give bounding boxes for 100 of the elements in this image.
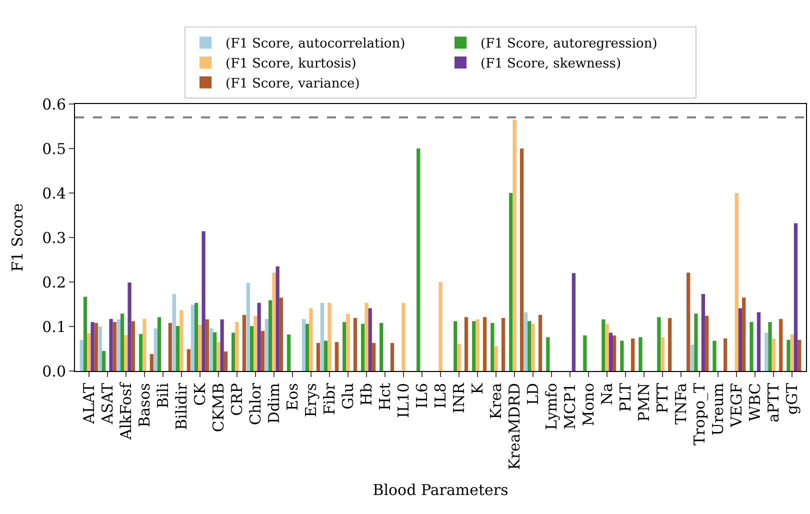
bar <box>254 316 258 371</box>
x-tick-label: aPTT <box>764 383 782 422</box>
bar <box>724 338 728 371</box>
bar <box>779 318 783 371</box>
bar <box>531 324 535 371</box>
bar <box>372 342 376 371</box>
bar <box>94 322 98 371</box>
bar <box>538 314 542 371</box>
bar <box>235 322 239 371</box>
x-axis-title: Blood Parameters <box>372 480 508 499</box>
x-tick-label: Lymfo <box>542 383 560 430</box>
bar <box>457 344 461 371</box>
x-tick-label: Bili <box>154 382 172 408</box>
bar <box>772 338 776 371</box>
bar <box>320 302 324 371</box>
bar <box>224 351 228 371</box>
x-tick-label: Fibr <box>320 382 338 415</box>
x-tick-label: Basos <box>135 383 154 428</box>
x-tick-label: gGT <box>782 383 801 415</box>
x-tick-label: Mono <box>579 383 598 426</box>
bar <box>150 354 154 371</box>
x-tick-label: Glu <box>338 382 357 410</box>
bar <box>242 314 246 371</box>
bar <box>190 304 194 371</box>
bar <box>528 321 532 371</box>
bar <box>90 322 94 371</box>
bar <box>790 334 794 371</box>
bar <box>198 324 202 371</box>
x-tick-label: VEGF <box>727 383 746 428</box>
bar <box>361 324 365 371</box>
bar <box>98 326 102 371</box>
bar <box>364 302 368 371</box>
bar <box>583 335 587 371</box>
bar <box>264 318 268 371</box>
y-tick-label: 0.2 <box>42 273 66 292</box>
bar <box>80 340 84 371</box>
bar <box>131 321 135 371</box>
bar <box>309 308 313 371</box>
x-tick-label: Erys <box>302 383 320 418</box>
bar <box>657 317 661 371</box>
bar <box>705 316 709 371</box>
bar <box>494 346 498 371</box>
legend-label: (F1 Score, autocorrelation) <box>226 36 406 52</box>
bar <box>602 319 606 371</box>
x-tick-label: Tropo_T <box>690 383 708 446</box>
bar <box>701 294 706 371</box>
x-tick-label: WBC <box>746 383 764 422</box>
bar <box>520 148 524 371</box>
x-tick-label: IL6 <box>412 383 431 408</box>
x-tick-label: MCP1 <box>560 383 579 430</box>
x-tick-label: Hct <box>376 383 394 411</box>
legend-label: (F1 Score, variance) <box>226 76 360 92</box>
bar <box>268 300 272 371</box>
bar <box>83 296 88 371</box>
bar <box>402 302 406 371</box>
bar <box>690 344 694 371</box>
x-tick-label: CKMB <box>209 383 228 432</box>
bar <box>572 273 576 371</box>
bar <box>128 282 132 371</box>
y-tick-label: 0.1 <box>42 318 66 336</box>
bar <box>353 318 358 371</box>
bar <box>734 193 738 371</box>
bar <box>668 318 672 371</box>
bar <box>212 332 217 371</box>
y-tick-label: 0.4 <box>42 184 66 202</box>
bar <box>157 317 162 371</box>
bar <box>342 322 346 371</box>
x-tick-label: Ureum <box>708 383 727 436</box>
x-tick-label: Eos <box>283 383 302 411</box>
bar <box>638 337 642 371</box>
x-tick-label: Bilidir <box>172 382 190 430</box>
bar <box>454 321 458 371</box>
x-tick-label: CK <box>190 382 209 406</box>
bar <box>112 322 116 371</box>
bar <box>416 148 420 371</box>
x-tick-label: Ddim <box>264 383 283 424</box>
bar <box>476 319 480 371</box>
bar <box>605 324 609 371</box>
bar <box>142 318 146 371</box>
x-tick-label: KreaMDRD <box>505 383 524 470</box>
x-tick-label: ALAT <box>80 383 98 425</box>
bar <box>472 321 476 371</box>
bar <box>109 318 113 371</box>
bar <box>202 231 206 371</box>
x-tick-label: Chlor <box>246 382 264 426</box>
bar <box>306 324 310 371</box>
bar <box>368 308 372 371</box>
bar <box>316 342 320 371</box>
bar <box>176 326 180 371</box>
bar <box>742 298 746 371</box>
x-tick-label: Na <box>598 382 616 406</box>
x-tick-label: LD <box>524 383 542 405</box>
legend-label: (F1 Score, kurtosis) <box>226 56 356 72</box>
bar <box>194 302 198 371</box>
bar <box>738 308 742 371</box>
y-tick-label: 0.3 <box>42 228 66 247</box>
bar <box>509 193 513 371</box>
bar <box>501 318 506 371</box>
x-tick-label: K <box>468 382 486 394</box>
bar <box>260 330 264 371</box>
